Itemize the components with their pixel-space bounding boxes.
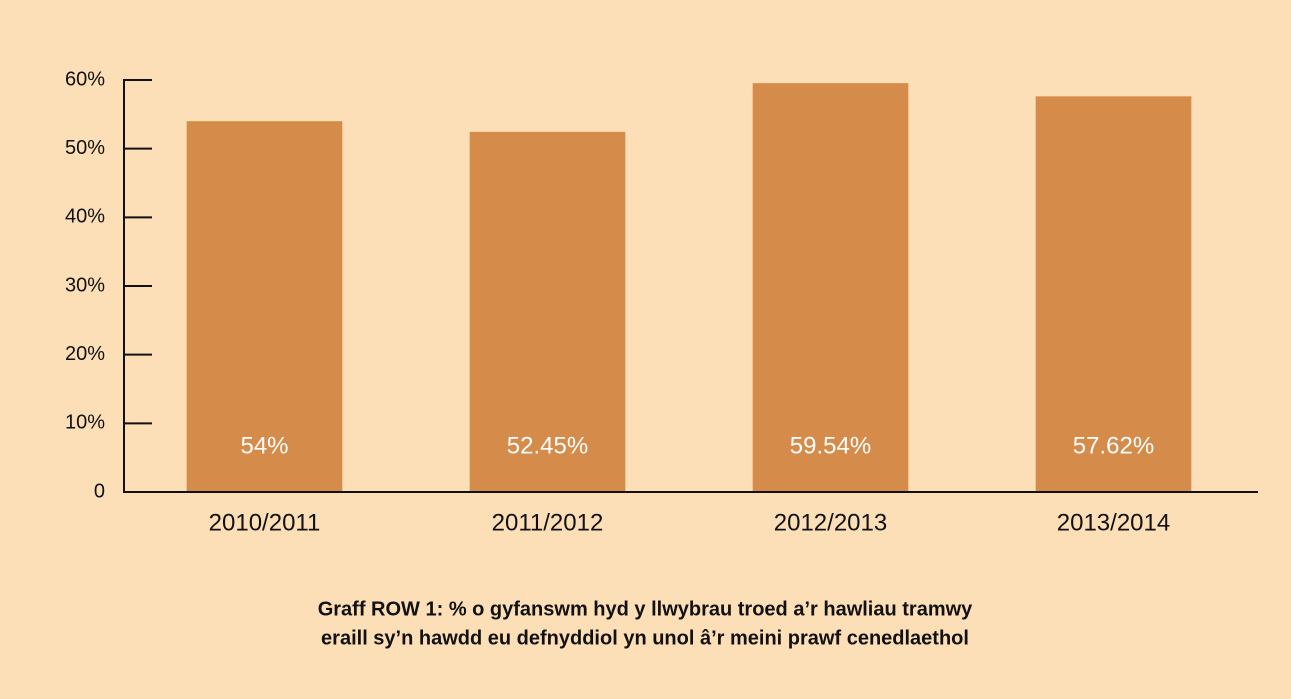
data-label: 59.54%	[790, 432, 871, 459]
data-label: 54%	[240, 432, 288, 459]
data-label: 57.62%	[1073, 432, 1154, 459]
x-tick-label: 2012/2013	[774, 509, 887, 536]
bar	[186, 121, 343, 492]
y-tick-label: 40%	[65, 206, 105, 228]
bar	[752, 83, 909, 493]
y-tick-label: 10%	[65, 412, 105, 434]
data-label: 52.45%	[507, 432, 588, 459]
y-tick-label: 50%	[65, 137, 105, 159]
bar	[1035, 96, 1192, 493]
x-tick-label: 2010/2011	[209, 509, 321, 536]
chart-title: Graff ROW 1: % o gyfanswm hyd y llwybrau…	[318, 598, 973, 620]
chart-title: eraill sy’n hawdd eu defnyddiol yn unol …	[321, 627, 969, 649]
y-tick-label: 30%	[65, 274, 105, 296]
x-tick-label: 2013/2014	[1057, 509, 1170, 536]
y-tick-label: 0	[94, 480, 105, 502]
x-tick-label: 2011/2012	[492, 509, 604, 536]
bar	[469, 131, 626, 493]
y-tick-label: 20%	[65, 343, 105, 365]
y-tick-label: 60%	[65, 68, 105, 90]
